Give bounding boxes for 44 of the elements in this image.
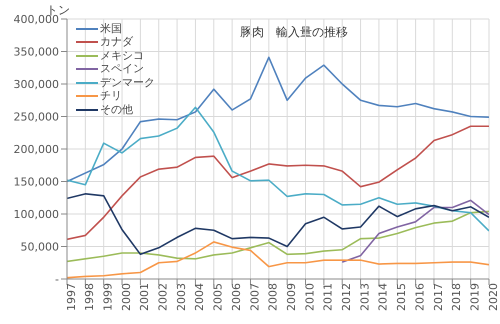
x-tick-label: 2002 (156, 283, 170, 311)
x-tick-label: 2013 (358, 283, 372, 311)
x-tick-label: 2012 (340, 283, 354, 311)
x-tick-label: 1999 (102, 283, 115, 311)
y-tick-label: 100,000 (14, 208, 59, 221)
x-tick-label: 2007 (248, 283, 262, 311)
y-tick-label: - (55, 272, 60, 286)
x-tick-label: 2008 (266, 283, 280, 311)
y-tick-label: 300,000 (14, 78, 59, 91)
x-tick-label: 2020 (486, 283, 500, 311)
y-tick-label: 400,000 (14, 12, 59, 26)
x-tick-label: 2017 (432, 283, 445, 311)
x-tick-label: 1997 (64, 283, 78, 311)
y-tick-label: 150,000 (14, 175, 59, 188)
x-tick-label: 2000 (120, 283, 133, 311)
legend-label: 米国 (100, 22, 122, 36)
x-tick-label: 2019 (468, 283, 482, 311)
legend-label: その他 (100, 102, 133, 117)
line-series (67, 210, 489, 262)
legend-label: チリ (100, 89, 122, 104)
x-tick-label: 2014 (376, 283, 390, 311)
y-tick-label: 50,000 (20, 240, 59, 254)
x-tick-label: 2010 (303, 283, 316, 311)
legend-label: スペイン (100, 62, 144, 76)
line-series (341, 200, 489, 263)
x-tick-label: 2005 (212, 283, 225, 311)
x-tick-label: 1998 (83, 283, 96, 311)
y-tick-label: 250,000 (14, 110, 59, 124)
y-tick-label: 350,000 (14, 45, 59, 58)
x-tick-label: 2006 (230, 283, 243, 311)
legend-label: デンマーク (100, 76, 155, 90)
line-series (67, 125, 489, 240)
x-tick-label: 2009 (284, 283, 298, 311)
x-tick-label: 2011 (322, 283, 335, 311)
x-tick-label: 2004 (193, 283, 206, 311)
x-tick-label: 2001 (138, 283, 152, 311)
x-tick-label: 2003 (174, 283, 188, 311)
y-tick-label: 200,000 (14, 142, 59, 156)
legend-label: カナダ (100, 35, 133, 50)
x-tick-label: 2018 (450, 283, 464, 311)
x-tick-label: 2016 (413, 283, 426, 311)
legend-label: メキシコ (100, 48, 144, 63)
line-series (67, 193, 489, 256)
x-tick-label: 2015 (395, 283, 408, 311)
